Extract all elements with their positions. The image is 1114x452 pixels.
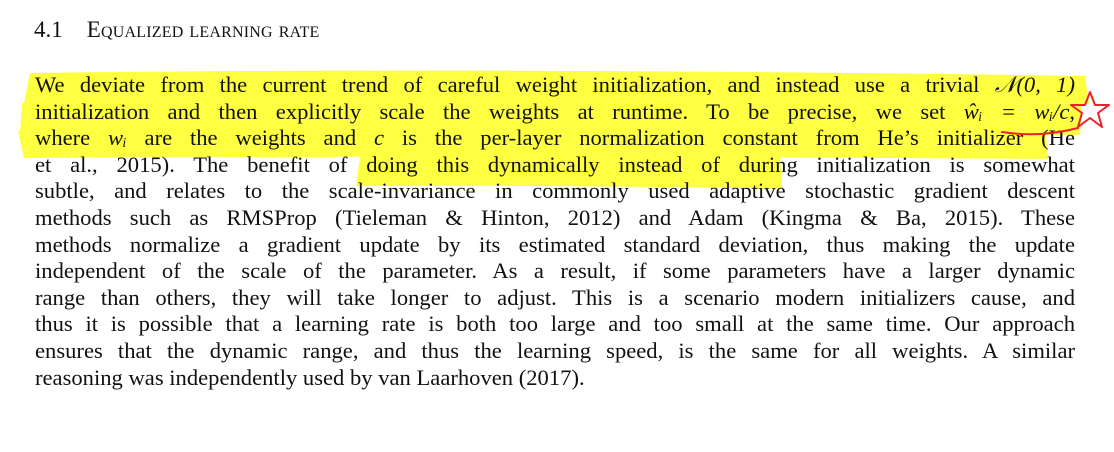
paragraph-line: independent of the scale of the paramete…	[35, 258, 1075, 284]
math-inline: 𝒩(0, 1)	[994, 72, 1075, 97]
paragraph-line: We deviate from the current trend of car…	[35, 72, 1075, 99]
math-inline: c	[374, 125, 385, 151]
line-text: We deviate from the current trend of car…	[35, 72, 995, 97]
paragraph: We deviate from the current trend of car…	[35, 72, 1075, 391]
paragraph-line: range than others, they will take longer…	[35, 284, 1075, 310]
paragraph-line: ensures that the dynamic range, and thus…	[35, 337, 1075, 363]
line-text: is the per-layer normalization constant …	[384, 125, 1075, 151]
paragraph-line: methods normalize a gradient update by i…	[35, 231, 1075, 257]
line-text: are the weights and	[126, 125, 375, 151]
math-inline: ŵᵢ = wᵢ/c	[963, 98, 1070, 124]
star-icon	[1070, 91, 1110, 128]
line-text: ,	[1069, 98, 1076, 124]
line-text: where	[35, 125, 109, 151]
paragraph-line: subtle, and relates to the scale-invaria…	[35, 178, 1075, 204]
paragraph-line: thus it is possible that a learning rate…	[35, 311, 1075, 337]
paragraph-line: where wᵢ are the weights and c is the pe…	[35, 125, 1075, 152]
section-number: 4.1	[34, 17, 63, 42]
section-heading: 4.1 Equalized learning rate	[34, 16, 320, 44]
paragraph-line: methods such as RMSProp (Tieleman & Hint…	[35, 204, 1075, 230]
line-text: initialization and then explicitly scale…	[35, 98, 964, 124]
paragraph-line: et al., 2015). The benefit of doing this…	[35, 151, 1075, 177]
paragraph-line: initialization and then explicitly scale…	[35, 99, 1075, 126]
red-underline	[1001, 127, 1079, 136]
math-inline: wᵢ	[108, 125, 127, 151]
section-title: Equalized learning rate	[86, 17, 320, 42]
paragraph-line: reasoning was independently used by van …	[35, 364, 585, 390]
